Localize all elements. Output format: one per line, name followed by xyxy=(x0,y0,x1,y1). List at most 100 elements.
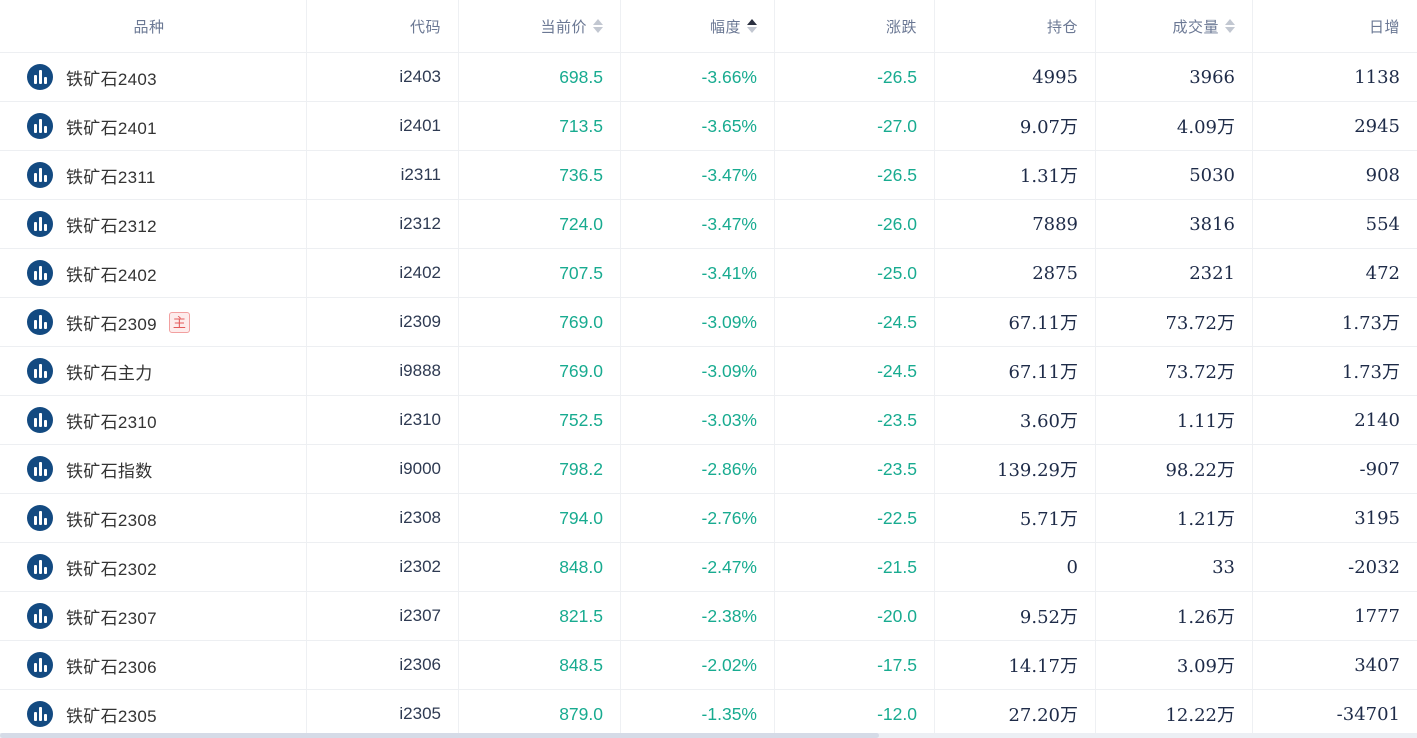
open-interest-cell: 5.71万 xyxy=(935,494,1096,542)
table-row[interactable]: 铁矿石2311 i2311 736.5 -3.47% -26.5 1.31万 5… xyxy=(0,151,1417,200)
change-pct-cell: -3.41% xyxy=(621,249,775,297)
daily-increase-cell: 1.73万 xyxy=(1341,313,1400,334)
scrollbar-thumb[interactable] xyxy=(0,733,879,738)
product-name: 铁矿石2307 xyxy=(66,608,157,628)
table-row[interactable]: 铁矿石主力 i9888 769.0 -3.09% -24.5 67.11万 73… xyxy=(0,347,1417,396)
open-interest-cell: 3.60万 xyxy=(935,396,1096,444)
table-row[interactable]: 铁矿石2308 i2308 794.0 -2.76% -22.5 5.71万 1… xyxy=(0,494,1417,543)
bar-chart-icon[interactable] xyxy=(27,456,53,482)
change-cell: -24.5 xyxy=(775,347,935,395)
table-row[interactable]: 铁矿石指数 i9000 798.2 -2.86% -23.5 139.29万 9… xyxy=(0,445,1417,494)
change-pct-cell: -3.65% xyxy=(621,102,775,150)
code-cell: i2308 xyxy=(307,494,459,542)
daily-increase-cell: -34701 xyxy=(1336,703,1400,725)
open-interest-cell: 9.07万 xyxy=(935,102,1096,150)
column-header-code: 代码 xyxy=(307,0,459,52)
open-interest-cell: 4995 xyxy=(935,53,1096,101)
column-header-volume[interactable]: 成交量 xyxy=(1096,0,1253,52)
volume-cell: 73.72万 xyxy=(1096,298,1253,346)
open-interest-cell: 27.20万 xyxy=(935,690,1096,738)
bar-chart-icon[interactable] xyxy=(27,505,53,531)
column-header-change: 涨跌 xyxy=(775,0,935,52)
code-cell: i2401 xyxy=(307,102,459,150)
volume-cell: 12.22万 xyxy=(1096,690,1253,738)
open-interest-cell: 14.17万 xyxy=(935,641,1096,689)
change-pct-cell: -1.35% xyxy=(621,690,775,738)
column-header-label: 持仓 xyxy=(1046,18,1078,36)
bar-chart-icon[interactable] xyxy=(27,407,53,433)
table-row[interactable]: 铁矿石2403 i2403 698.5 -3.66% -26.5 4995 39… xyxy=(0,53,1417,102)
price-cell: 848.5 xyxy=(459,641,621,689)
change-cell: -20.0 xyxy=(775,592,935,640)
bar-chart-icon[interactable] xyxy=(27,652,53,678)
open-interest-cell: 2875 xyxy=(935,249,1096,297)
column-header-open-interest: 持仓 xyxy=(935,0,1096,52)
price-cell: 769.0 xyxy=(459,298,621,346)
volume-cell: 4.09万 xyxy=(1096,102,1253,150)
product-cell: 铁矿石指数 xyxy=(0,445,307,493)
bar-chart-icon[interactable] xyxy=(27,260,53,286)
bar-chart-icon[interactable] xyxy=(27,162,53,188)
column-header-label: 成交量 xyxy=(1172,18,1219,36)
table-row[interactable]: 铁矿石2312 i2312 724.0 -3.47% -26.0 7889 38… xyxy=(0,200,1417,249)
daily-increase-cell: 3195 xyxy=(1354,507,1400,529)
code-cell: i2403 xyxy=(307,53,459,101)
change-pct-cell: -3.47% xyxy=(621,151,775,199)
table-row[interactable]: 铁矿石2402 i2402 707.5 -3.41% -25.0 2875 23… xyxy=(0,249,1417,298)
table-row[interactable]: 铁矿石2310 i2310 752.5 -3.03% -23.5 3.60万 1… xyxy=(0,396,1417,445)
daily-increase-cell: 2945 xyxy=(1354,115,1400,137)
sort-icon xyxy=(593,19,603,33)
table-body: 铁矿石2403 i2403 698.5 -3.66% -26.5 4995 39… xyxy=(0,53,1417,738)
change-cell: -24.5 xyxy=(775,298,935,346)
change-pct-cell: -3.09% xyxy=(621,347,775,395)
code-cell: i2305 xyxy=(307,690,459,738)
volume-cell: 3966 xyxy=(1096,53,1253,101)
bar-chart-icon[interactable] xyxy=(27,554,53,580)
change-cell: -12.0 xyxy=(775,690,935,738)
table-row[interactable]: 铁矿石2401 i2401 713.5 -3.65% -27.0 9.07万 4… xyxy=(0,102,1417,151)
bar-chart-icon[interactable] xyxy=(27,211,53,237)
bar-chart-icon[interactable] xyxy=(27,701,53,727)
change-pct-cell: -2.38% xyxy=(621,592,775,640)
bar-chart-icon[interactable] xyxy=(27,64,53,90)
daily-increase-cell: 908 xyxy=(1365,164,1400,186)
code-cell: i2307 xyxy=(307,592,459,640)
product-name: 铁矿石2403 xyxy=(66,69,157,89)
product-cell: 铁矿石2302 xyxy=(0,543,307,591)
change-pct-cell: -2.02% xyxy=(621,641,775,689)
change-cell: -26.0 xyxy=(775,200,935,248)
open-interest-cell: 0 xyxy=(935,543,1096,591)
product-cell: 铁矿石2402 xyxy=(0,249,307,297)
product-cell: 铁矿石主力 xyxy=(0,347,307,395)
volume-cell: 73.72万 xyxy=(1096,347,1253,395)
column-header-price[interactable]: 当前价 xyxy=(459,0,621,52)
table-row[interactable]: 铁矿石2306 i2306 848.5 -2.02% -17.5 14.17万 … xyxy=(0,641,1417,690)
code-cell: i2310 xyxy=(307,396,459,444)
change-cell: -17.5 xyxy=(775,641,935,689)
code-cell: i2306 xyxy=(307,641,459,689)
volume-cell: 98.22万 xyxy=(1096,445,1253,493)
table-row[interactable]: 铁矿石2302 i2302 848.0 -2.47% -21.5 0 33 -2… xyxy=(0,543,1417,592)
bar-chart-icon[interactable] xyxy=(27,113,53,139)
horizontal-scrollbar[interactable] xyxy=(0,733,1417,738)
daily-increase-cell: 472 xyxy=(1365,262,1400,284)
table-row[interactable]: 铁矿石2309 主 i2309 769.0 -3.09% -24.5 67.11… xyxy=(0,298,1417,347)
product-cell: 铁矿石2311 xyxy=(0,151,307,199)
bar-chart-icon[interactable] xyxy=(27,603,53,629)
daily-increase-cell: 554 xyxy=(1365,213,1400,235)
column-header-label: 代码 xyxy=(409,18,441,36)
table-row[interactable]: 铁矿石2307 i2307 821.5 -2.38% -20.0 9.52万 1… xyxy=(0,592,1417,641)
change-pct-cell: -2.76% xyxy=(621,494,775,542)
product-cell: 铁矿石2305 xyxy=(0,690,307,738)
sort-icon xyxy=(747,19,757,33)
column-header-change-pct[interactable]: 幅度 xyxy=(621,0,775,52)
volume-cell: 3.09万 xyxy=(1096,641,1253,689)
bar-chart-icon[interactable] xyxy=(27,309,53,335)
column-header-label: 日增 xyxy=(1368,18,1400,36)
change-cell: -26.5 xyxy=(775,53,935,101)
bar-chart-icon[interactable] xyxy=(27,358,53,384)
price-cell: 769.0 xyxy=(459,347,621,395)
price-cell: 713.5 xyxy=(459,102,621,150)
change-cell: -23.5 xyxy=(775,396,935,444)
table-row[interactable]: 铁矿石2305 i2305 879.0 -1.35% -12.0 27.20万 … xyxy=(0,690,1417,738)
